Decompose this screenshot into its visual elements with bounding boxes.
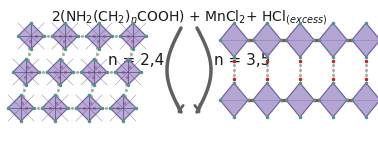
Polygon shape [253, 23, 281, 57]
Text: 2(NH$_2$(CH$_2$)$_n$COOH) + MnCl$_2$+ HCl$_{(excess)}$: 2(NH$_2$(CH$_2$)$_n$COOH) + MnCl$_2$+ HC… [51, 8, 327, 27]
Polygon shape [220, 83, 248, 117]
Polygon shape [115, 59, 141, 85]
Polygon shape [52, 23, 78, 49]
Polygon shape [110, 95, 136, 121]
Polygon shape [286, 83, 314, 117]
Polygon shape [352, 23, 378, 57]
Polygon shape [352, 83, 378, 117]
Polygon shape [47, 59, 73, 85]
Polygon shape [120, 23, 146, 49]
Polygon shape [81, 59, 107, 85]
Polygon shape [319, 23, 347, 57]
Polygon shape [286, 23, 314, 57]
Text: n = 3,5: n = 3,5 [214, 52, 270, 68]
Polygon shape [220, 23, 248, 57]
Polygon shape [42, 95, 68, 121]
Polygon shape [253, 83, 281, 117]
Polygon shape [18, 23, 44, 49]
Polygon shape [13, 59, 39, 85]
Polygon shape [76, 95, 102, 121]
Polygon shape [319, 83, 347, 117]
Polygon shape [8, 95, 34, 121]
Polygon shape [86, 23, 112, 49]
Text: n = 2,4: n = 2,4 [108, 52, 164, 68]
